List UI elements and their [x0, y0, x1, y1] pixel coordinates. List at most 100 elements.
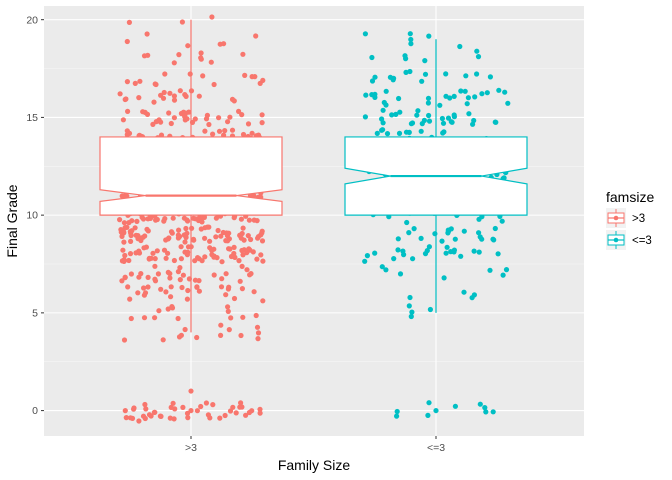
- data-point: [443, 71, 449, 77]
- data-point: [180, 272, 186, 278]
- data-point: [490, 236, 496, 242]
- data-point: [207, 415, 213, 421]
- data-point: [183, 225, 189, 232]
- data-point: [175, 235, 181, 241]
- data-point: [135, 290, 141, 296]
- data-point: [194, 284, 200, 290]
- data-point: [396, 95, 402, 102]
- data-point: [202, 225, 208, 231]
- data-point: [167, 415, 173, 421]
- legend: famsize >3 <=3: [606, 189, 654, 250]
- data-point: [258, 252, 264, 258]
- data-point: [141, 285, 147, 291]
- data-point: [259, 112, 265, 118]
- data-point: [132, 80, 138, 86]
- data-point: [128, 271, 134, 277]
- outlier-point: [433, 407, 439, 414]
- data-point: [240, 252, 246, 258]
- data-point: [145, 284, 151, 290]
- data-point: [226, 327, 232, 333]
- data-point: [119, 278, 125, 284]
- data-point: [496, 87, 502, 93]
- y-tick-label: 15: [26, 112, 38, 124]
- data-point: [502, 89, 508, 95]
- data-point: [439, 238, 445, 244]
- data-point: [245, 233, 251, 239]
- data-point: [243, 412, 249, 418]
- data-point: [223, 292, 229, 298]
- data-point: [184, 410, 191, 416]
- data-point: [198, 403, 204, 410]
- data-point: [419, 78, 425, 84]
- data-point: [168, 294, 174, 300]
- data-point: [127, 251, 134, 257]
- data-point: [425, 412, 431, 418]
- data-point: [122, 274, 128, 280]
- data-point: [248, 271, 254, 277]
- data-point: [136, 250, 143, 256]
- data-point: [142, 415, 148, 422]
- data-point: [152, 276, 158, 282]
- data-point: [229, 127, 236, 133]
- data-point: [167, 90, 173, 96]
- data-point: [171, 115, 177, 121]
- data-point: [220, 229, 226, 236]
- data-point: [372, 74, 378, 80]
- data-point: [226, 284, 232, 290]
- legend-key-point: [613, 237, 619, 243]
- data-point: [369, 78, 376, 84]
- y-tick-label: 10: [26, 210, 38, 222]
- data-point: [190, 236, 197, 242]
- data-point: [247, 247, 253, 253]
- data-point: [216, 115, 222, 121]
- box: [99, 136, 283, 216]
- data-point: [251, 289, 257, 295]
- data-point: [154, 248, 160, 254]
- data-point: [492, 225, 498, 232]
- data-point: [141, 245, 147, 251]
- data-point: [178, 256, 184, 262]
- data-point: [122, 252, 128, 259]
- data-point: [196, 93, 202, 99]
- data-point: [389, 112, 395, 118]
- data-point: [451, 112, 457, 118]
- data-point: [239, 263, 245, 269]
- data-point: [185, 43, 191, 49]
- data-point: [208, 59, 214, 65]
- data-point: [464, 101, 470, 107]
- data-point: [222, 412, 228, 419]
- data-point: [240, 314, 246, 320]
- data-point: [239, 112, 245, 118]
- data-point: [120, 117, 126, 123]
- data-point: [372, 250, 378, 256]
- data-point: [477, 401, 483, 407]
- data-point: [202, 254, 208, 260]
- data-point: [156, 117, 162, 123]
- data-point: [437, 102, 443, 108]
- data-point: [445, 115, 452, 121]
- data-point: [203, 116, 210, 122]
- data-point: [202, 235, 208, 241]
- data-point: [369, 92, 375, 98]
- data-point: [475, 54, 482, 60]
- data-point: [407, 31, 413, 37]
- data-point: [218, 284, 225, 290]
- data-point: [198, 56, 204, 62]
- data-point: [471, 292, 477, 298]
- data-point: [408, 313, 414, 320]
- data-point: [146, 412, 153, 418]
- data-point: [418, 235, 424, 241]
- data-point: [232, 254, 238, 260]
- data-point: [493, 119, 499, 125]
- data-point: [122, 96, 128, 103]
- data-point: [195, 255, 201, 261]
- data-point: [169, 305, 176, 311]
- data-point: [145, 52, 151, 58]
- data-point: [171, 97, 178, 103]
- data-point: [223, 238, 229, 244]
- data-point: [119, 258, 125, 264]
- data-point: [397, 271, 404, 277]
- data-point: [259, 228, 265, 234]
- data-point: [183, 93, 189, 99]
